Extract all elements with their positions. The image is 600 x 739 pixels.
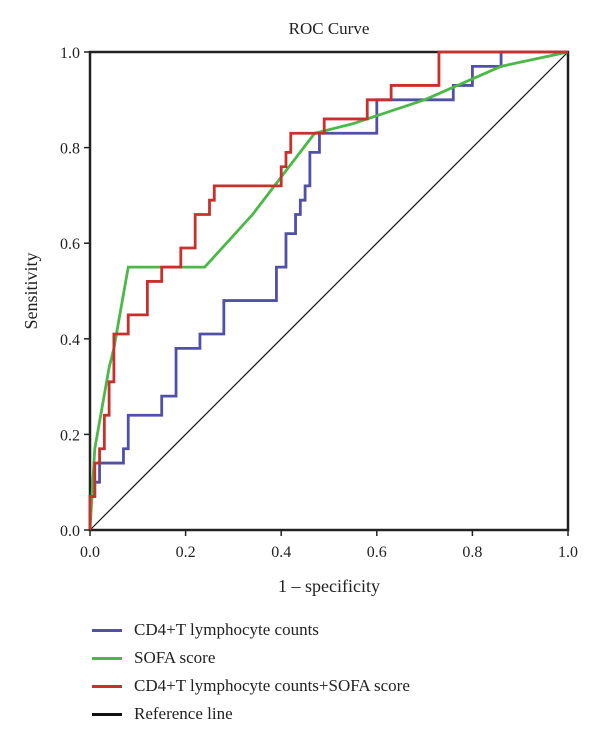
series-line-reference (89, 51, 569, 531)
legend-label: SOFA score (134, 648, 216, 667)
roc-chart: ROC Curve 0.0 0.2 0.4 0.6 0.8 1.0 0.00.20.40.… (21, 19, 578, 596)
reference-line-layer (89, 51, 569, 531)
plot-frame (88, 50, 570, 532)
series-line-combined (88, 50, 568, 530)
legend-swatch (92, 656, 122, 660)
legend-label: CD4+T lymphocyte counts+SOFA score (134, 676, 410, 695)
x-tick-label: 0.0 (80, 544, 100, 561)
series-line-sofa (88, 50, 569, 531)
legend-label: CD4+T lymphocyte counts (134, 620, 319, 639)
y-tick-label: 1.0 (60, 45, 80, 62)
x-tick-label: 0.8 (462, 544, 482, 561)
x-axis-label: 1 – specificity (278, 576, 380, 596)
y-tick-label: 0.6 (60, 236, 80, 253)
y-tick-label: 0.0 (60, 523, 80, 540)
y-tick-label: 0.8 (60, 141, 80, 158)
legend-item: Reference line (92, 700, 410, 728)
y-axis-ticks: 0.0 0.2 0.4 0.6 0.8 1.0 (60, 45, 90, 540)
x-tick-label: 0.4 (271, 544, 291, 561)
series-layer (88, 50, 569, 531)
legend-swatch (92, 628, 122, 632)
legend-item: CD4+T lymphocyte counts (92, 616, 410, 644)
legend-item: SOFA score (92, 644, 410, 672)
x-tick-label: 1.0 (558, 544, 578, 561)
y-tick-label: 0.2 (60, 427, 80, 444)
legend-swatch (92, 712, 122, 716)
x-axis-ticks: 0.0 0.2 0.4 0.6 0.8 1.0 (80, 530, 578, 561)
legend-swatch (92, 684, 122, 688)
legend-item: CD4+T lymphocyte counts+SOFA score (92, 672, 410, 700)
legend-label: Reference line (134, 704, 233, 723)
x-tick-label: 0.2 (176, 544, 196, 561)
x-tick-label: 0.6 (367, 544, 387, 561)
y-tick-label: 0.4 (60, 332, 80, 349)
y-axis-label: Sensitivity (21, 252, 41, 329)
chart-legend: CD4+T lymphocyte counts SOFA score CD4+T l… (92, 616, 410, 728)
chart-title: ROC Curve (289, 19, 370, 38)
